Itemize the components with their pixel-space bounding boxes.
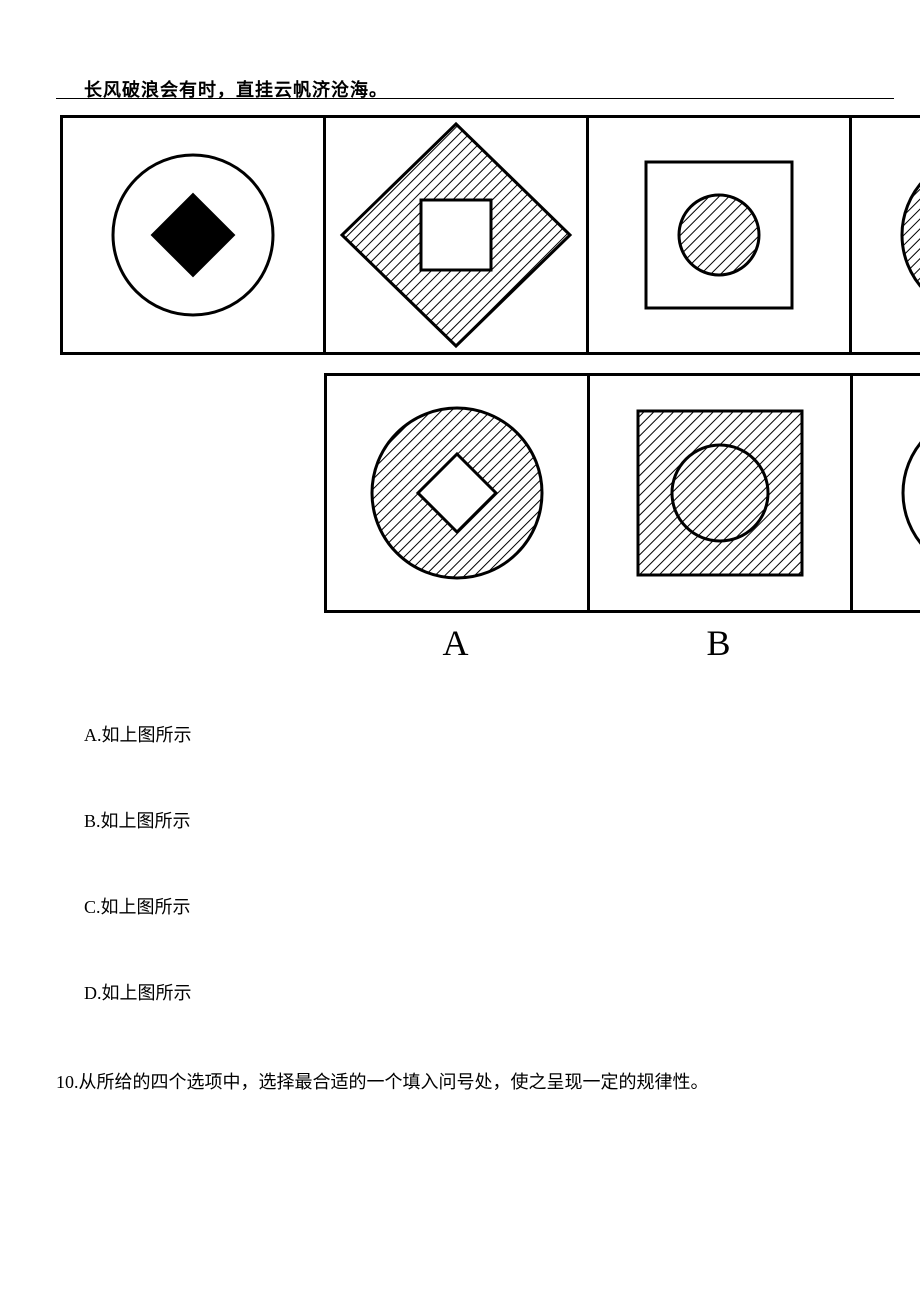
- answer-options: A.如上图所示 B.如上图所示 C.如上图所示 D.如上图所示: [84, 726, 192, 1070]
- header-underline: [56, 98, 894, 99]
- shape-partial-2: [853, 376, 920, 610]
- option-c: C.如上图所示: [84, 898, 192, 916]
- cell-1-1: [60, 115, 326, 355]
- option-d: D.如上图所示: [84, 984, 192, 1002]
- cell-1-2: [323, 115, 589, 355]
- shape-partial-1: [852, 118, 920, 352]
- pattern-row-1: [60, 115, 920, 355]
- cell-2-1: [324, 373, 590, 613]
- shape-circle-diamond: [63, 118, 323, 352]
- shape-square-circle-hatch: [590, 376, 850, 610]
- cell-1-4-partial: [849, 115, 920, 355]
- shape-circle-diamond-hatch: [327, 376, 587, 610]
- option-labels: A B: [324, 622, 850, 664]
- shape-diamond-square: [326, 118, 586, 352]
- shape-square-circle: [589, 118, 849, 352]
- option-b: B.如上图所示: [84, 812, 192, 830]
- question-text: 10.从所给的四个选项中，选择最合适的一个填入问号处，使之呈现一定的规律性。: [56, 1068, 709, 1094]
- cell-2-3-partial: [850, 373, 920, 613]
- label-a: A: [324, 622, 587, 664]
- cell-1-3: [586, 115, 852, 355]
- label-b: B: [587, 622, 850, 664]
- pattern-row-2: [324, 373, 920, 613]
- cell-2-2: [587, 373, 853, 613]
- option-a: A.如上图所示: [84, 726, 192, 744]
